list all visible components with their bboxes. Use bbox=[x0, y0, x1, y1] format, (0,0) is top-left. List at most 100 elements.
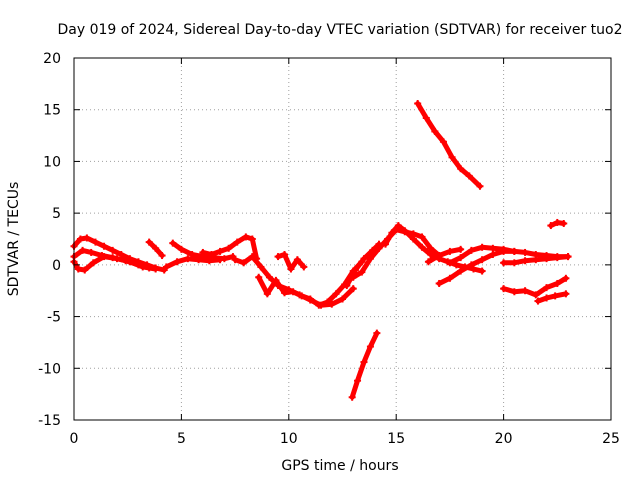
x-tick-label: 5 bbox=[177, 431, 186, 447]
data-point bbox=[87, 248, 95, 256]
data-point bbox=[274, 253, 282, 261]
data-point bbox=[89, 259, 97, 267]
data-point bbox=[122, 257, 130, 265]
data-point bbox=[394, 222, 402, 230]
data-point bbox=[289, 288, 297, 296]
data-point bbox=[169, 239, 177, 247]
data-point bbox=[177, 245, 185, 253]
data-point bbox=[109, 246, 117, 254]
data-point bbox=[293, 256, 301, 264]
data-point bbox=[306, 295, 314, 303]
data-point bbox=[470, 265, 478, 273]
data-point bbox=[233, 238, 241, 246]
grid-lines bbox=[74, 58, 611, 420]
x-tick-label: 15 bbox=[387, 431, 405, 447]
series-track-n bbox=[425, 246, 464, 265]
data-point bbox=[339, 295, 346, 303]
y-tick-label: 0 bbox=[52, 258, 61, 274]
data-point bbox=[553, 218, 561, 226]
data-point bbox=[373, 329, 381, 337]
data-point bbox=[263, 290, 271, 298]
data-point bbox=[348, 393, 356, 401]
y-tick-label: 15 bbox=[43, 103, 61, 119]
data-point bbox=[489, 244, 497, 252]
data-point bbox=[446, 247, 454, 255]
y-tick-label: -10 bbox=[38, 361, 61, 377]
data-point bbox=[173, 258, 181, 266]
data-point bbox=[281, 251, 289, 259]
data-point bbox=[510, 247, 518, 255]
data-point bbox=[81, 266, 89, 274]
data-point bbox=[287, 265, 295, 273]
series-track-s bbox=[535, 291, 569, 304]
data-series bbox=[70, 100, 572, 401]
data-point bbox=[323, 298, 331, 306]
data-point bbox=[91, 238, 99, 246]
data-point bbox=[231, 256, 239, 264]
data-point bbox=[242, 233, 250, 241]
data-point bbox=[248, 253, 256, 261]
data-point bbox=[366, 255, 374, 263]
series-track-u bbox=[415, 101, 483, 189]
data-point bbox=[543, 294, 551, 302]
data-point bbox=[478, 243, 486, 251]
data-point bbox=[298, 292, 306, 300]
data-point bbox=[553, 254, 561, 262]
data-point bbox=[152, 265, 160, 273]
data-point bbox=[300, 263, 308, 271]
data-point bbox=[418, 233, 426, 241]
data-point bbox=[543, 284, 551, 292]
data-point bbox=[360, 255, 368, 263]
data-point bbox=[351, 266, 359, 274]
x-axis-label: GPS time / hours bbox=[281, 458, 398, 474]
data-point bbox=[521, 248, 529, 256]
data-point bbox=[205, 257, 213, 265]
data-point bbox=[328, 300, 336, 308]
data-point bbox=[195, 256, 203, 264]
data-point bbox=[207, 251, 215, 259]
data-point bbox=[315, 301, 323, 309]
data-point bbox=[478, 267, 486, 275]
x-tick-label: 25 bbox=[602, 431, 620, 447]
y-axis-label: SDTVAR / TECUs bbox=[6, 182, 22, 297]
data-point bbox=[478, 256, 486, 264]
data-point bbox=[424, 258, 432, 266]
data-point bbox=[418, 243, 426, 251]
y-tick-label: 20 bbox=[43, 51, 61, 67]
data-point bbox=[560, 219, 568, 227]
x-tick-label: 10 bbox=[280, 431, 298, 447]
data-point bbox=[553, 279, 561, 287]
chart-title: Day 019 of 2024, Sidereal Day-to-day VTE… bbox=[57, 22, 622, 38]
data-point bbox=[467, 261, 475, 269]
y-tick-label: 5 bbox=[52, 206, 61, 222]
data-point bbox=[457, 254, 465, 262]
data-point bbox=[216, 256, 224, 264]
data-point bbox=[534, 297, 542, 305]
data-point bbox=[158, 252, 166, 260]
tick-labels: 0 5 10 15 20 25 -15 -10 -5 0 5 10 15 20 bbox=[38, 51, 620, 447]
data-point bbox=[134, 261, 142, 269]
data-point bbox=[427, 251, 435, 259]
data-point bbox=[551, 292, 559, 300]
y-tick-label: 10 bbox=[43, 154, 61, 170]
data-point bbox=[248, 235, 256, 243]
data-point bbox=[427, 244, 435, 252]
data-point bbox=[216, 247, 224, 255]
data-point bbox=[422, 114, 430, 122]
data-point bbox=[452, 261, 460, 269]
data-point bbox=[381, 240, 389, 248]
data-point bbox=[388, 229, 396, 237]
data-point bbox=[562, 290, 570, 298]
data-point bbox=[152, 244, 160, 252]
data-point bbox=[532, 256, 540, 264]
data-point bbox=[448, 153, 456, 161]
data-point bbox=[375, 244, 383, 252]
data-point bbox=[343, 282, 351, 290]
data-point bbox=[532, 291, 540, 299]
data-point bbox=[272, 276, 280, 284]
plot-frame bbox=[73, 57, 612, 421]
data-point bbox=[332, 290, 340, 298]
data-point bbox=[349, 285, 357, 293]
data-point bbox=[79, 246, 87, 254]
data-point bbox=[435, 252, 443, 260]
